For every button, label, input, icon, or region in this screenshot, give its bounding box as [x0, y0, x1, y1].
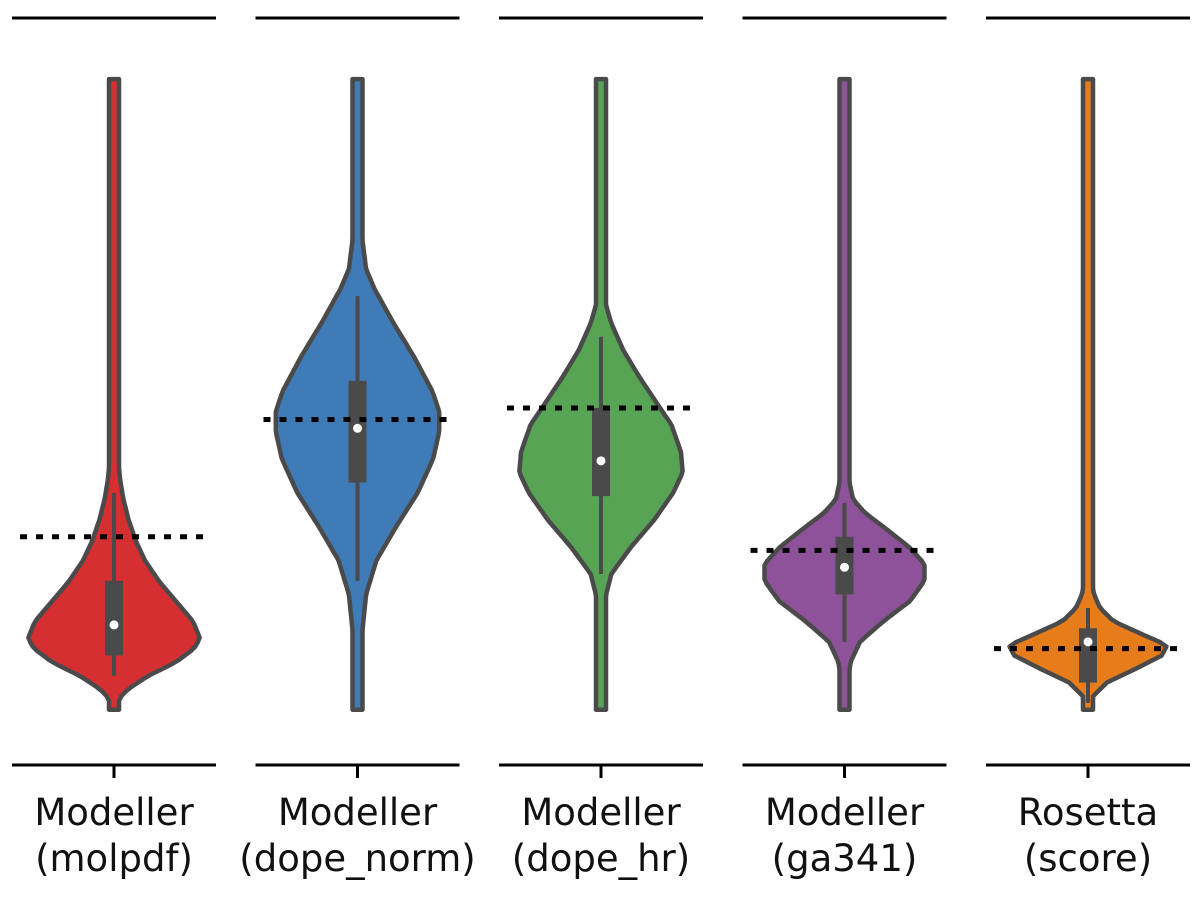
median-point [840, 562, 849, 572]
iqr-box [592, 407, 610, 497]
violin-panel-5: Rosetta(score) [986, 16, 1190, 880]
category-label-line-2: (dope_hr) [512, 837, 690, 880]
category-label-line-1: Modeller [278, 791, 438, 834]
median-point [596, 456, 606, 466]
violin-panel-2: Modeller(dope_norm) [239, 16, 476, 880]
category-label-line-2: (molpdf) [35, 837, 193, 880]
violin-body [1007, 76, 1169, 712]
median-point [1083, 637, 1093, 647]
iqr-box [105, 580, 123, 656]
violin-panel-4: Modeller(ga341) [742, 16, 947, 880]
violin-body [26, 76, 202, 712]
violin-panel-1: Modeller(molpdf) [12, 16, 216, 880]
category-label-line-2: (dope_norm) [239, 837, 475, 880]
category-label-line-1: Modeller [521, 791, 681, 834]
iqr-box [1079, 628, 1097, 683]
category-label-line-1: Modeller [34, 791, 194, 834]
category-label-line-2: (score) [1024, 837, 1152, 880]
category-label-line-1: Modeller [765, 791, 925, 834]
violin-panel-3: Modeller(dope_hr) [499, 16, 703, 880]
median-point [109, 620, 119, 630]
median-point [353, 423, 362, 433]
category-label-line-2: (ga341) [772, 837, 918, 880]
category-label-line-1: Rosetta [1018, 791, 1158, 834]
